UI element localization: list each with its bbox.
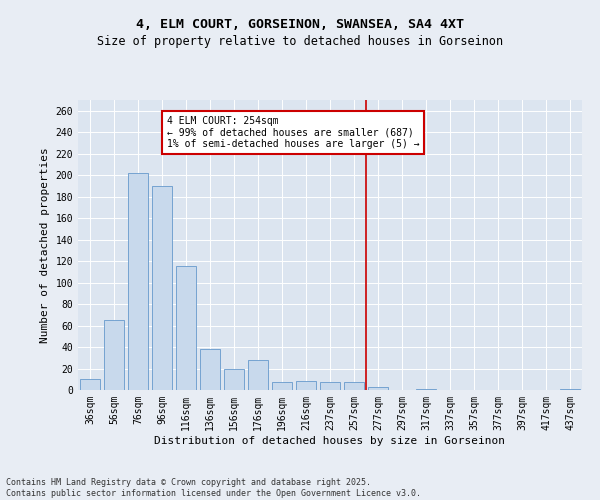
Text: 4 ELM COURT: 254sqm
← 99% of detached houses are smaller (687)
1% of semi-detach: 4 ELM COURT: 254sqm ← 99% of detached ho… <box>167 116 419 150</box>
Text: Contains HM Land Registry data © Crown copyright and database right 2025.
Contai: Contains HM Land Registry data © Crown c… <box>6 478 421 498</box>
Text: Size of property relative to detached houses in Gorseinon: Size of property relative to detached ho… <box>97 35 503 48</box>
Bar <box>248 360 268 390</box>
Bar <box>80 380 100 390</box>
Bar <box>176 266 196 390</box>
Bar <box>272 382 292 390</box>
X-axis label: Distribution of detached houses by size in Gorseinon: Distribution of detached houses by size … <box>155 436 505 446</box>
Bar <box>416 389 436 390</box>
Text: 4, ELM COURT, GORSEINON, SWANSEA, SA4 4XT: 4, ELM COURT, GORSEINON, SWANSEA, SA4 4X… <box>136 18 464 30</box>
Bar <box>296 382 316 390</box>
Bar <box>152 186 172 390</box>
Y-axis label: Number of detached properties: Number of detached properties <box>40 147 50 343</box>
Bar <box>128 173 148 390</box>
Bar <box>560 389 580 390</box>
Bar <box>368 387 388 390</box>
Bar <box>224 368 244 390</box>
Bar <box>320 382 340 390</box>
Bar <box>200 349 220 390</box>
Bar <box>344 382 364 390</box>
Bar <box>104 320 124 390</box>
